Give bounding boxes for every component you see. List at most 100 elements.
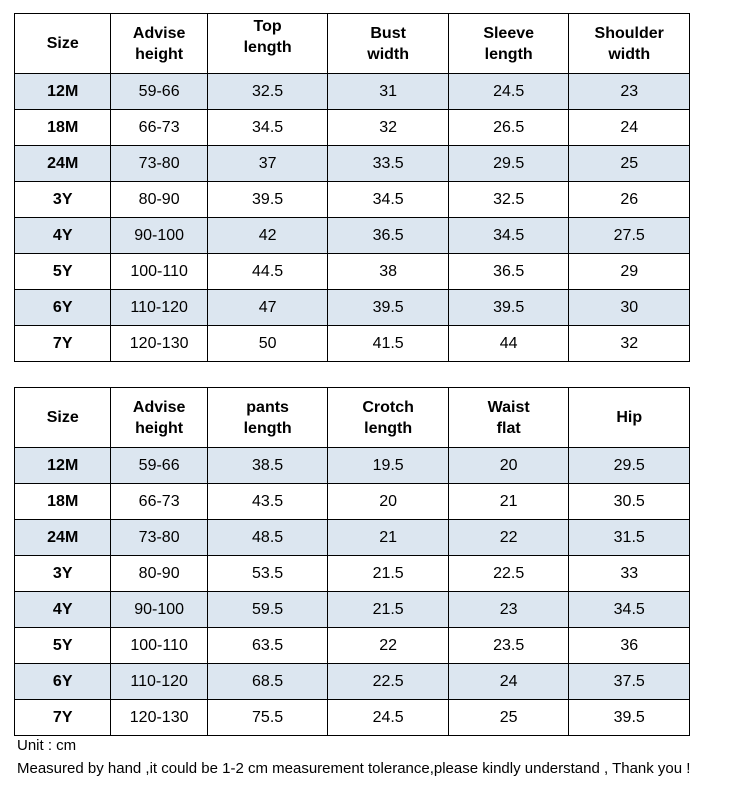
size-cell: 24M <box>13 145 112 182</box>
table-row: 4Y 90-100 42 36.5 34.5 27.5 <box>13 217 690 254</box>
table-row: 18M 66-73 34.5 32 26.5 24 <box>13 109 690 146</box>
header-pants-length: pants length <box>206 387 329 448</box>
size-cell: 6Y <box>13 663 112 700</box>
top-length-cell: 44.5 <box>206 253 329 290</box>
header-shoulder-width: Shoulder width <box>568 13 690 74</box>
hip-cell: 33 <box>568 555 690 592</box>
shoulder-width-cell: 23 <box>568 73 690 110</box>
crotch-length-cell: 22 <box>327 627 449 664</box>
pants-length-cell: 68.5 <box>206 663 329 700</box>
top-length-cell: 42 <box>206 217 329 254</box>
waist-flat-cell: 23.5 <box>447 627 570 664</box>
height-cell: 90-100 <box>110 591 208 628</box>
sleeve-length-cell: 32.5 <box>447 181 570 218</box>
top-length-cell: 47 <box>206 289 329 326</box>
table-row: 6Y 110-120 68.5 22.5 24 37.5 <box>13 663 690 700</box>
hip-cell: 36 <box>568 627 690 664</box>
hip-cell: 30.5 <box>568 483 690 520</box>
height-cell: 100-110 <box>110 253 208 290</box>
table-row: 18M 66-73 43.5 20 21 30.5 <box>13 483 690 520</box>
header-bust-width: Bust width <box>327 13 449 74</box>
size-cell: 5Y <box>13 253 112 290</box>
size-cell: 4Y <box>13 591 112 628</box>
sleeve-length-cell: 29.5 <box>447 145 570 182</box>
shoulder-width-cell: 30 <box>568 289 690 326</box>
crotch-length-cell: 19.5 <box>327 447 449 484</box>
crotch-length-cell: 21 <box>327 519 449 556</box>
table-row: 7Y 120-130 50 41.5 44 32 <box>13 325 690 362</box>
pants-length-cell: 53.5 <box>206 555 329 592</box>
size-cell: 3Y <box>13 181 112 218</box>
height-cell: 73-80 <box>110 145 208 182</box>
sleeve-length-cell: 24.5 <box>447 73 570 110</box>
crotch-length-cell: 24.5 <box>327 699 449 736</box>
header-advise-height: Advise height <box>110 13 208 74</box>
waist-flat-cell: 22 <box>447 519 570 556</box>
height-cell: 59-66 <box>110 73 208 110</box>
waist-flat-cell: 25 <box>447 699 570 736</box>
size-cell: 24M <box>13 519 112 556</box>
size-cell: 4Y <box>13 217 112 254</box>
height-cell: 66-73 <box>110 483 208 520</box>
size-cell: 5Y <box>13 627 112 664</box>
waist-flat-cell: 20 <box>447 447 570 484</box>
header-advise-height: Advise height <box>110 387 208 448</box>
sleeve-length-cell: 44 <box>447 325 570 362</box>
size-cell: 6Y <box>13 289 112 326</box>
height-cell: 110-120 <box>110 663 208 700</box>
bust-width-cell: 31 <box>327 73 449 110</box>
bust-width-cell: 33.5 <box>327 145 449 182</box>
table-row: 24M 73-80 48.5 21 22 31.5 <box>13 519 690 556</box>
height-cell: 100-110 <box>110 627 208 664</box>
height-cell: 59-66 <box>110 447 208 484</box>
bust-width-cell: 39.5 <box>327 289 449 326</box>
unit-note: Unit : cm <box>17 737 77 754</box>
table-row: 12M 59-66 38.5 19.5 20 29.5 <box>13 447 690 484</box>
top-size-table: Size Advise height Top length Bust width Sl… <box>13 13 690 362</box>
height-cell: 90-100 <box>110 217 208 254</box>
table-header-row: Size Advise height pants length Crotch leng… <box>13 387 690 448</box>
top-length-cell: 34.5 <box>206 109 329 146</box>
bust-width-cell: 32 <box>327 109 449 146</box>
table-row: 3Y 80-90 39.5 34.5 32.5 26 <box>13 181 690 218</box>
top-length-cell: 32.5 <box>206 73 329 110</box>
header-size: Size <box>13 13 112 74</box>
size-cell: 18M <box>13 483 112 520</box>
bust-width-cell: 41.5 <box>327 325 449 362</box>
header-hip: Hip <box>568 387 690 448</box>
pants-length-cell: 48.5 <box>206 519 329 556</box>
sleeve-length-cell: 26.5 <box>447 109 570 146</box>
hip-cell: 39.5 <box>568 699 690 736</box>
hip-cell: 37.5 <box>568 663 690 700</box>
height-cell: 66-73 <box>110 109 208 146</box>
bust-width-cell: 38 <box>327 253 449 290</box>
crotch-length-cell: 22.5 <box>327 663 449 700</box>
height-cell: 120-130 <box>110 699 208 736</box>
height-cell: 73-80 <box>110 519 208 556</box>
sleeve-length-cell: 34.5 <box>447 217 570 254</box>
waist-flat-cell: 23 <box>447 591 570 628</box>
shoulder-width-cell: 27.5 <box>568 217 690 254</box>
header-top-length: Top length <box>206 13 329 74</box>
pants-length-cell: 59.5 <box>206 591 329 628</box>
height-cell: 80-90 <box>110 555 208 592</box>
shoulder-width-cell: 24 <box>568 109 690 146</box>
table-row: 5Y 100-110 44.5 38 36.5 29 <box>13 253 690 290</box>
hip-cell: 34.5 <box>568 591 690 628</box>
size-cell: 12M <box>13 73 112 110</box>
bust-width-cell: 36.5 <box>327 217 449 254</box>
size-cell: 3Y <box>13 555 112 592</box>
size-cell: 7Y <box>13 325 112 362</box>
table-row: 3Y 80-90 53.5 21.5 22.5 33 <box>13 555 690 592</box>
header-sleeve-length: Sleeve length <box>447 13 570 74</box>
height-cell: 110-120 <box>110 289 208 326</box>
height-cell: 120-130 <box>110 325 208 362</box>
table-row: 24M 73-80 37 33.5 29.5 25 <box>13 145 690 182</box>
size-cell: 7Y <box>13 699 112 736</box>
size-cell: 18M <box>13 109 112 146</box>
tolerance-note: Measured by hand ,it could be 1-2 cm mea… <box>17 760 691 777</box>
waist-flat-cell: 24 <box>447 663 570 700</box>
shoulder-width-cell: 29 <box>568 253 690 290</box>
hip-cell: 31.5 <box>568 519 690 556</box>
top-length-cell: 50 <box>206 325 329 362</box>
